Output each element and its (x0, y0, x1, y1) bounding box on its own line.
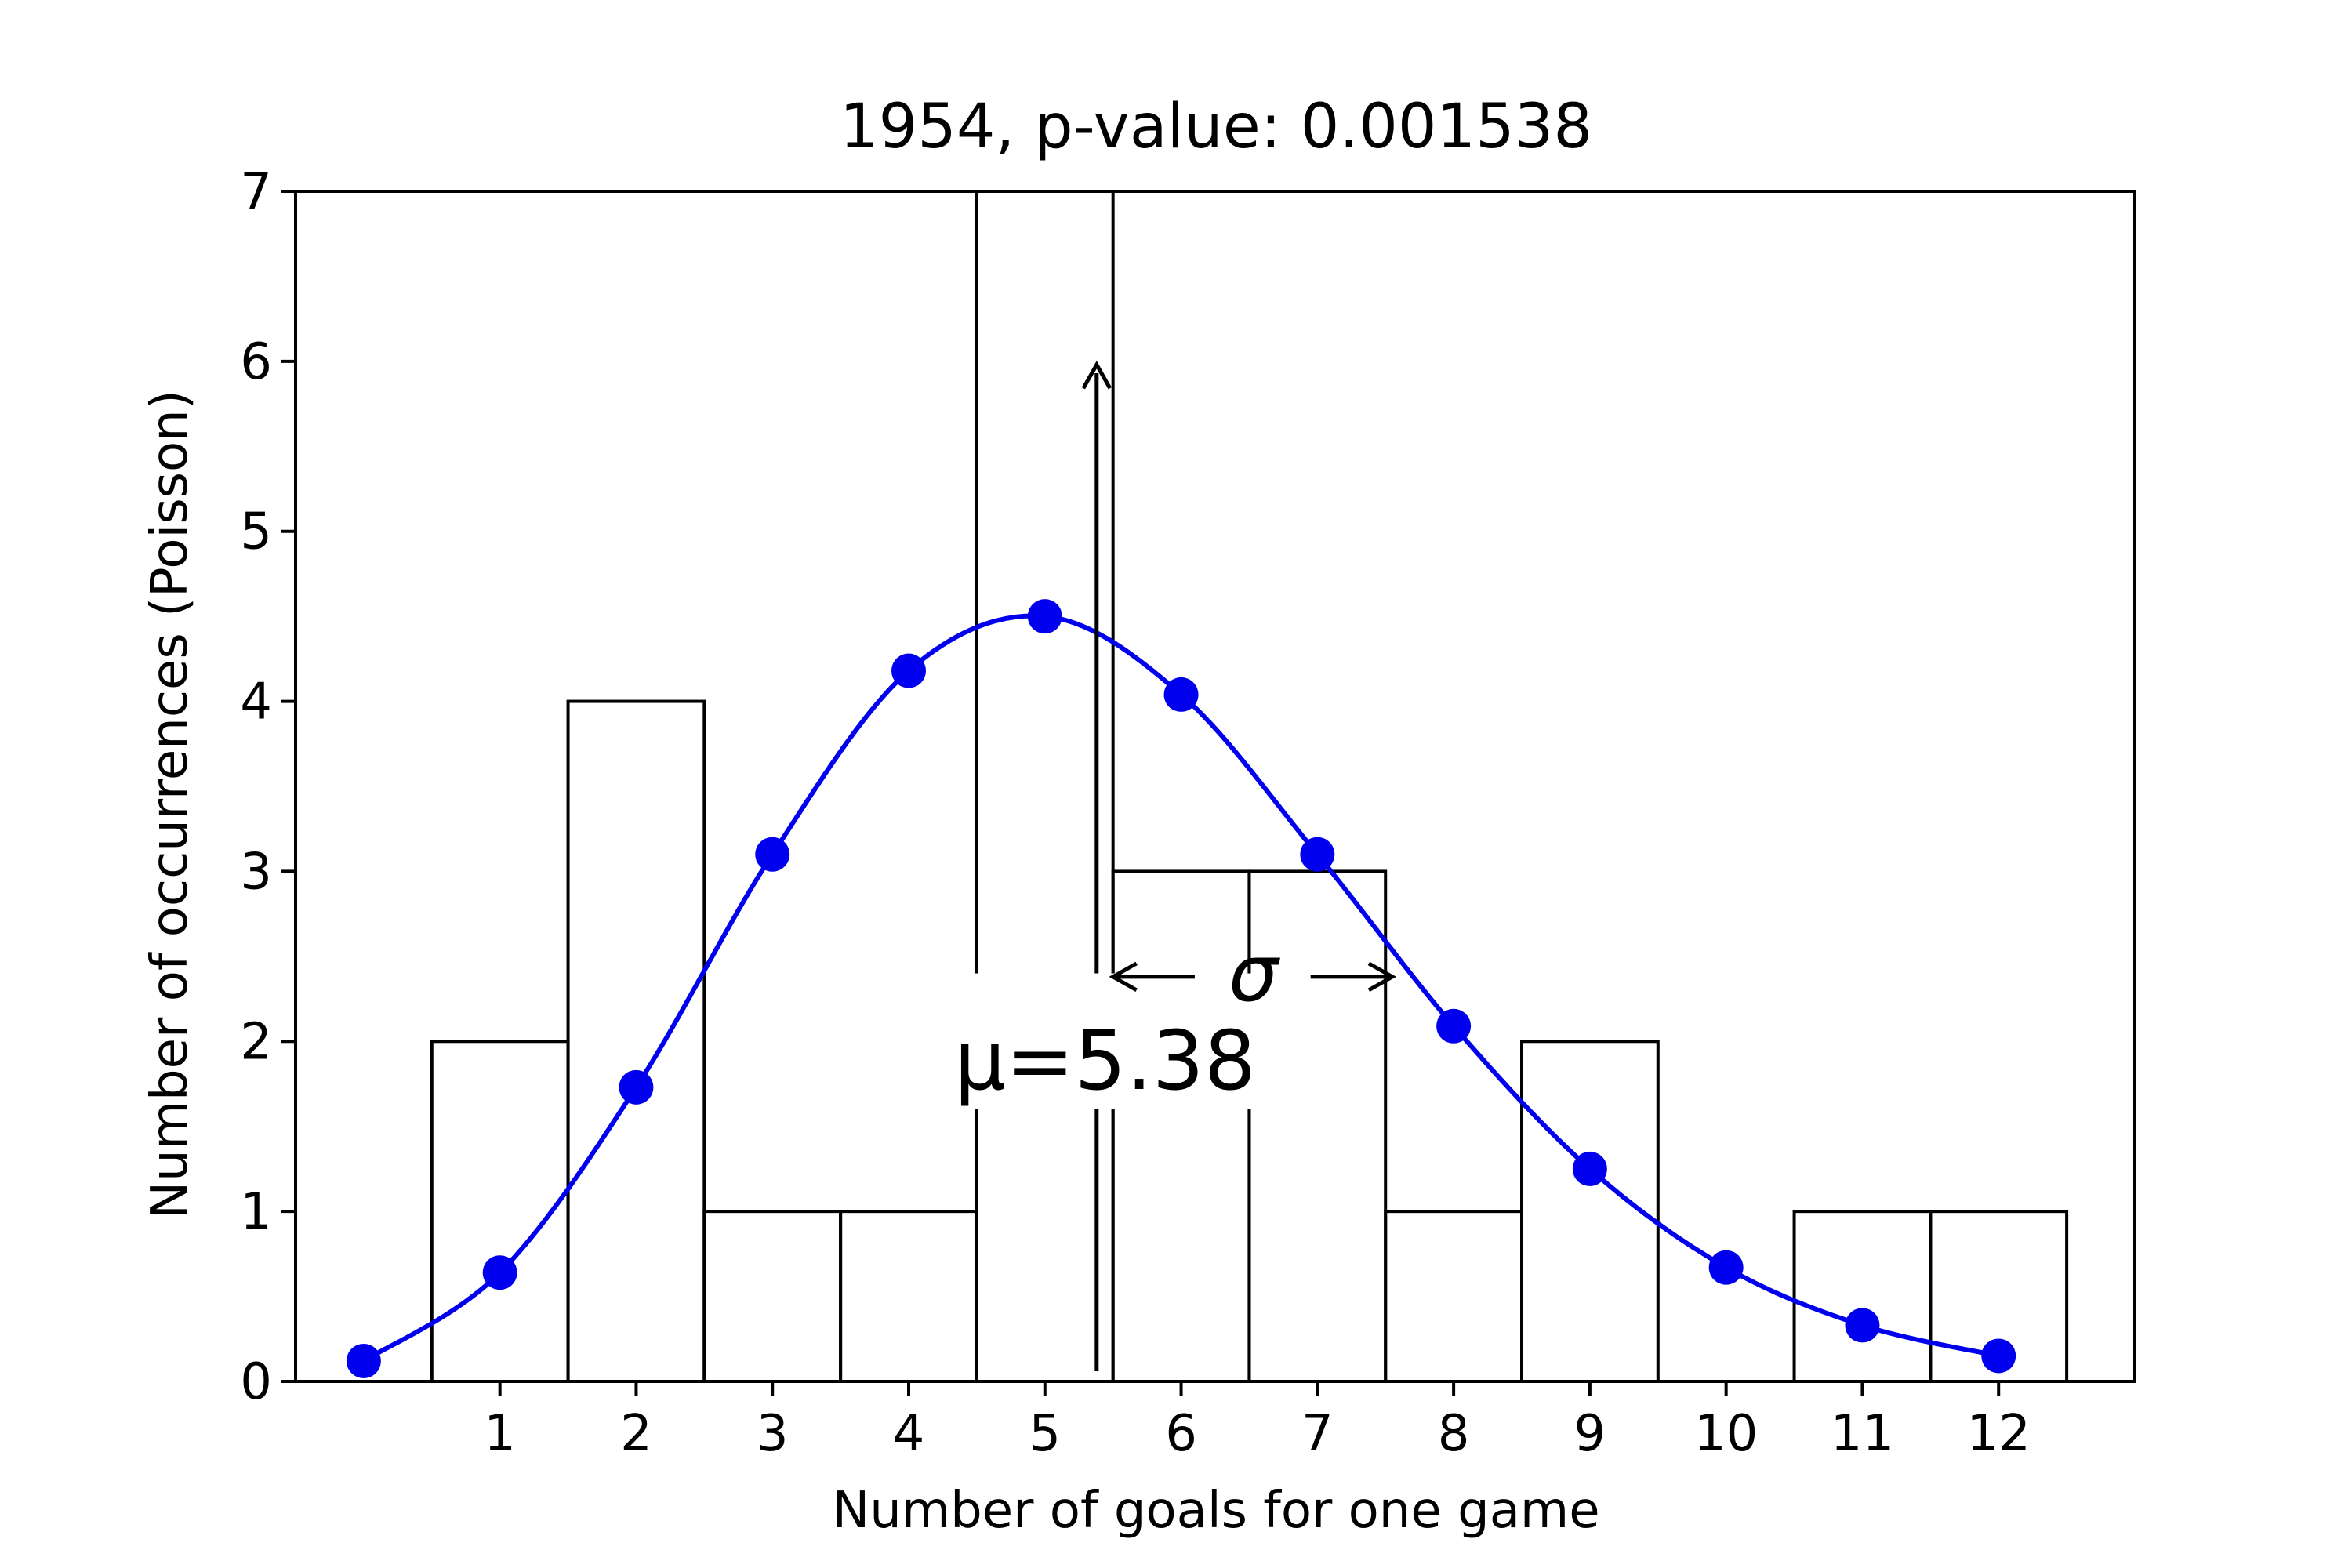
chart-title: 1954, p-value: 0.001538 (840, 92, 1592, 162)
y-tick-label: 4 (240, 673, 272, 731)
x-tick-label: 4 (893, 1405, 925, 1463)
poisson-fit-point (1572, 1151, 1607, 1186)
y-tick-label: 7 (240, 163, 272, 221)
poisson-fit-point (1708, 1250, 1744, 1285)
histogram-bar (702, 1210, 843, 1383)
histogram-bar (566, 699, 706, 1383)
poisson-fit-point (1436, 1008, 1472, 1044)
y-tick-label: 1 (240, 1183, 272, 1241)
histogram-bars (430, 190, 2069, 1384)
poisson-fit-point (1300, 837, 1335, 872)
poisson-fit-point (482, 1255, 517, 1290)
x-tick-label: 9 (1574, 1405, 1606, 1463)
x-axis-label: Number of goals for one game (832, 1482, 1599, 1540)
x-tick-label: 7 (1301, 1405, 1334, 1463)
x-tick-label: 10 (1694, 1405, 1758, 1463)
x-tick-label: 1 (484, 1405, 516, 1463)
y-tick-label: 5 (240, 503, 272, 561)
plot-frame (294, 190, 2136, 1383)
x-tick-label: 3 (757, 1405, 789, 1463)
poisson-fit-point (891, 653, 926, 688)
y-tick-label: 3 (240, 843, 272, 901)
histogram-bar (1520, 1040, 1660, 1384)
mean-label-box (949, 973, 1257, 1110)
poisson-fit-point (1163, 677, 1199, 712)
x-tick-label: 5 (1029, 1405, 1061, 1463)
y-axis-ticks: 0 1 2 3 4 5 6 7 (240, 163, 296, 1411)
histogram-bar (1792, 1210, 1933, 1383)
annotations: μ=5.38σ (949, 361, 1396, 1371)
sigma-label: σ (1229, 927, 1280, 1019)
poisson-fit-point (619, 1069, 654, 1105)
x-axis-ticks: 1 2 3 4 5 6 7 8 9 10 11 12 (484, 1381, 2031, 1463)
sigma-arrow-left-head (1109, 961, 1138, 993)
poisson-fit-point (755, 837, 790, 872)
y-axis-label: Number of occurrences (Poisson) (141, 390, 199, 1218)
y-tick-label: 6 (240, 333, 272, 391)
poisson-fit-point (1845, 1308, 1880, 1343)
x-tick-label: 12 (1967, 1405, 2031, 1463)
x-tick-label: 2 (620, 1405, 652, 1463)
mean-arrow-head (1081, 361, 1112, 390)
y-tick-label: 0 (240, 1353, 272, 1411)
histogram-bar (839, 1210, 978, 1383)
y-tick-label: 2 (240, 1013, 272, 1071)
histogram-bar (1384, 1210, 1523, 1383)
x-tick-label: 6 (1165, 1405, 1197, 1463)
sigma-arrow-right-head (1367, 961, 1396, 993)
x-tick-label: 11 (1831, 1405, 1894, 1463)
poisson-fit-point (1981, 1338, 2016, 1374)
histogram-bar (430, 1040, 570, 1384)
poisson-fit-curve (346, 599, 2016, 1378)
mean-label: μ=5.38 (954, 1013, 1256, 1109)
x-tick-label: 8 (1438, 1405, 1470, 1463)
poisson-fit-point (1027, 599, 1062, 634)
poisson-fit-point (346, 1343, 381, 1378)
